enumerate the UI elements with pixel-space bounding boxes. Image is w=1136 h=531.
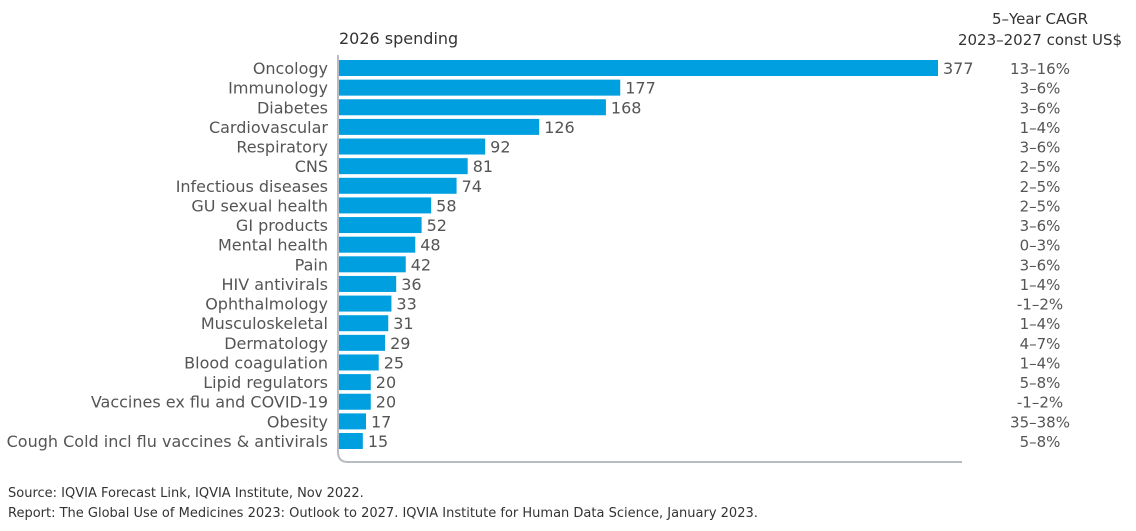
bar	[339, 177, 457, 194]
category-label: Mental health	[218, 236, 328, 255]
bar	[339, 158, 468, 175]
category-label: HIV antivirals	[221, 275, 328, 294]
bar	[339, 236, 416, 253]
cagr-label: 3–6%	[1020, 139, 1061, 157]
value-label: 33	[396, 295, 416, 314]
category-label: Vaccines ex flu and COVID-19	[91, 393, 328, 412]
bar	[339, 138, 486, 155]
category-label: Cardiovascular	[209, 118, 328, 137]
value-label: 29	[390, 334, 410, 353]
chart-title: 2026 spending	[339, 29, 458, 48]
value-label: 177	[625, 79, 656, 98]
report-note: Report: The Global Use of Medicines 2023…	[8, 506, 758, 521]
value-label: 42	[411, 255, 431, 274]
cagr-label: 0–3%	[1020, 237, 1061, 255]
cagr-label: 1–4%	[1020, 315, 1061, 333]
cagr-label: 2–5%	[1020, 197, 1061, 215]
bar	[339, 334, 386, 351]
value-label: 48	[420, 236, 440, 255]
cagr-label: 3–6%	[1020, 217, 1061, 235]
bar	[339, 393, 371, 410]
cagr-header-line1: 5–Year CAGR	[992, 10, 1088, 28]
bar	[339, 275, 397, 292]
cagr-label: 13–16%	[1010, 60, 1070, 78]
value-label: 168	[611, 98, 642, 117]
category-label: Blood coagulation	[184, 353, 328, 372]
bar	[339, 79, 621, 96]
category-label: Respiratory	[236, 138, 328, 157]
value-label: 17	[371, 412, 391, 431]
bar	[339, 315, 389, 332]
value-label: 58	[436, 196, 456, 215]
cagr-header-line2: 2023–2027 const US$	[958, 31, 1122, 49]
value-label: 81	[473, 157, 493, 176]
category-label: GU sexual health	[191, 196, 328, 215]
cagr-label: 3–6%	[1020, 80, 1061, 98]
cagr-label: 3–6%	[1020, 256, 1061, 274]
cagr-label: 1–4%	[1020, 354, 1061, 372]
value-label: 20	[376, 393, 396, 412]
category-label: Immunology	[228, 79, 328, 98]
category-label: Cough Cold incl flu vaccines & antiviral…	[7, 432, 328, 451]
bar	[339, 256, 406, 273]
bar	[339, 217, 422, 234]
bar	[339, 197, 432, 214]
value-label: 126	[544, 118, 575, 137]
value-label: 20	[376, 373, 396, 392]
value-label: 74	[462, 177, 482, 196]
category-label: Lipid regulators	[203, 373, 328, 392]
cagr-label: -1–2%	[1017, 296, 1063, 314]
cagr-label: 5–8%	[1020, 433, 1061, 451]
source-note: Source: IQVIA Forecast Link, IQVIA Insti…	[8, 486, 364, 501]
category-label: Pain	[295, 255, 328, 274]
category-label: GI products	[236, 216, 328, 235]
bar	[339, 354, 379, 371]
category-label: Dermatology	[224, 334, 328, 353]
cagr-label: 2–5%	[1020, 178, 1061, 196]
value-label: 36	[401, 275, 421, 294]
cagr-label: 1–4%	[1020, 119, 1061, 137]
category-label: CNS	[295, 157, 328, 176]
bar	[339, 99, 606, 116]
category-label: Oncology	[253, 59, 328, 78]
bar	[339, 374, 371, 391]
axis-line	[337, 55, 962, 463]
value-label: 25	[384, 353, 404, 372]
cagr-label: 1–4%	[1020, 276, 1061, 294]
bar	[339, 413, 367, 430]
value-label: 31	[393, 314, 413, 333]
category-label: Musculoskeletal	[201, 314, 328, 333]
cagr-label: 3–6%	[1020, 99, 1061, 117]
bar	[339, 118, 540, 135]
category-label: Diabetes	[257, 98, 328, 117]
cagr-label: -1–2%	[1017, 394, 1063, 412]
cagr-label: 2–5%	[1020, 158, 1061, 176]
bar	[339, 433, 363, 449]
cagr-label: 4–7%	[1020, 335, 1061, 353]
value-label: 52	[427, 216, 447, 235]
bar	[339, 60, 938, 76]
category-label: Obesity	[267, 412, 328, 431]
category-label: Ophthalmology	[205, 295, 328, 314]
category-label: Infectious diseases	[176, 177, 328, 196]
bar	[339, 295, 392, 312]
value-label: 15	[368, 432, 388, 451]
value-label: 92	[490, 138, 510, 157]
cagr-label: 5–8%	[1020, 374, 1061, 392]
value-label: 377	[943, 59, 974, 78]
cagr-label: 35–38%	[1010, 413, 1070, 431]
